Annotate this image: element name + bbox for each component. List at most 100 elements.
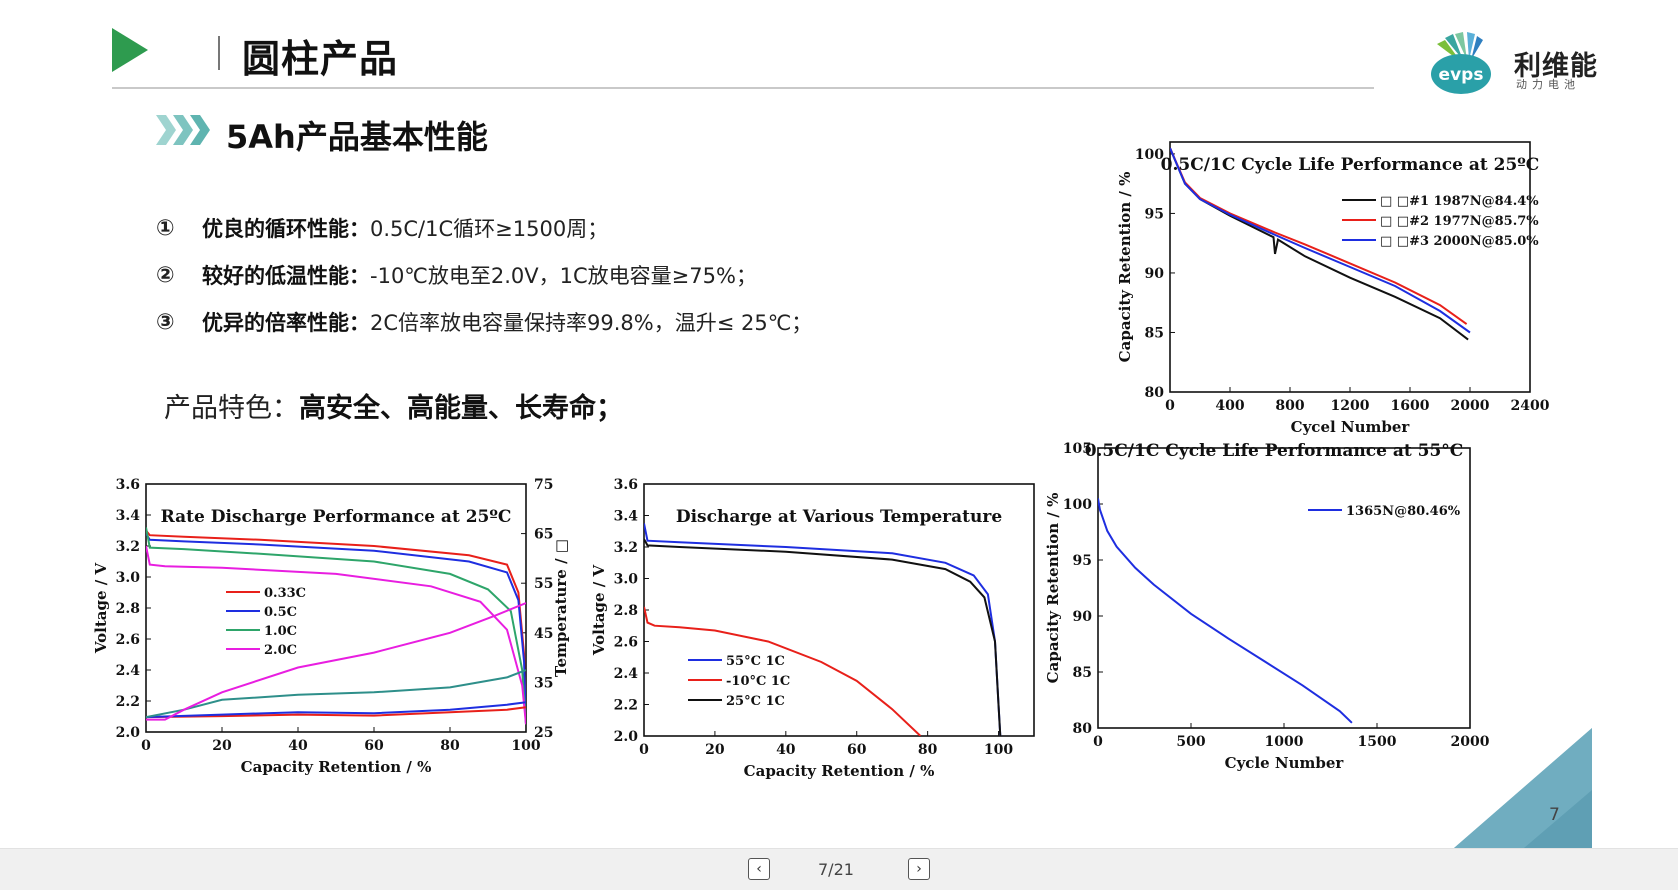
series-line: [1098, 498, 1353, 724]
series-line: [1170, 147, 1471, 334]
chart-title: 0.5C/1C Cycle Life Performance at 55°C: [1085, 441, 1464, 461]
y-tick-label: 2.6: [116, 632, 140, 648]
temperature-discharge-chart: Discharge at Various Temperature 0 20 40 60 8…: [590, 472, 1110, 832]
feature-label: 优异的倍率性能：: [202, 311, 370, 335]
x-tick-label: 0: [1165, 398, 1175, 414]
feature-number: ①: [156, 215, 175, 241]
chart-group: 0.5C/1C Cycle Life Performance at 25ºC 0 4…: [1116, 141, 1550, 436]
x-tick-label: 800: [1275, 398, 1304, 414]
chart-title: 0.5C/1C Cycle Life Performance at 25ºC: [1161, 155, 1540, 175]
x-tick-label: 2400: [1511, 398, 1550, 414]
prev-page-button[interactable]: ‹: [748, 858, 770, 880]
y-tick-label: 90: [1145, 266, 1165, 282]
feature-text: 0.5C/1C循环≥1500周；: [370, 217, 609, 241]
y2-tick-label: 45: [534, 626, 553, 642]
evps-logo-icon: evps: [1431, 32, 1491, 94]
temperature-discharge-svg: Discharge at Various Temperature 0 20 40 60 8…: [590, 477, 1035, 780]
x-tick-label: 60: [847, 742, 867, 758]
y-tick-label: 95: [1073, 553, 1092, 569]
slide: 圆柱产品 evps 利维能 动力电池 5Ah产品基本性能 ① 优良的循环性能： …: [90, 28, 1598, 848]
y-tick-label: 2.0: [614, 729, 639, 745]
x-tick-label: 60: [364, 738, 384, 754]
legend-label: 55°C 1C: [726, 654, 785, 669]
series-line: [644, 606, 922, 736]
temperature-line: [146, 701, 526, 719]
chart-group: Discharge at Various Temperature 0 20 40 60 8…: [590, 477, 1035, 780]
cycle-life-55c-svg: 0.5C/1C Cycle Life Performance at 55°C 0 5…: [1044, 441, 1490, 772]
tagline-prefix: 产品特色：: [164, 393, 299, 424]
feature-label: 优良的循环性能：: [202, 217, 370, 241]
feature-item: ③ 优异的倍率性能： 2C倍率放电容量保持率99.8%，温升≤ 25℃；: [156, 307, 812, 337]
x-tick-label: 400: [1215, 398, 1244, 414]
y2-tick-label: 25: [534, 725, 553, 741]
legend-label: □ □#1 1987N@84.4%: [1380, 194, 1539, 209]
x-axis-label: Cycel Number: [1291, 418, 1411, 436]
x-tick-label: 0: [141, 738, 151, 754]
x-tick-label: 1000: [1265, 734, 1304, 750]
series-group: [146, 527, 526, 725]
y-axis-label: Voltage / V: [92, 563, 110, 655]
product-tagline: 产品特色：高安全、高能量、长寿命；: [164, 386, 623, 425]
x-axis-label: Capacity Retention / %: [744, 762, 935, 780]
y-tick-label: 2.2: [116, 694, 140, 710]
y-tick-label: 95: [1145, 206, 1164, 222]
section-title: 5Ah产品基本性能: [226, 118, 488, 156]
y-axis-label: Capacity Retention / %: [1044, 493, 1062, 684]
cycle-life-25c-chart: 0.5C/1C Cycle Life Performance at 25ºC 0 4…: [1110, 122, 1580, 472]
feature-label: 较好的低温性能：: [202, 264, 370, 288]
rate-discharge-svg: Rate Discharge Performance at 25ºC 0 20 40 6…: [92, 477, 570, 776]
series-line: [146, 545, 526, 725]
y-tick-label: 80: [1145, 385, 1165, 401]
y-tick-label: 3.2: [116, 539, 140, 555]
y-tick-label: 2.6: [614, 635, 638, 651]
page-title: 圆柱产品: [242, 37, 399, 81]
y-tick-label: 2.8: [614, 603, 638, 619]
logo-company-name: 利维能: [1514, 51, 1598, 82]
x-tick-label: 1600: [1391, 398, 1430, 414]
x-axis-label: Cycle Number: [1225, 754, 1345, 772]
y-axis-label: Capacity Retention / %: [1116, 172, 1134, 363]
series-line: [146, 527, 526, 725]
legend-label: 1365N@80.46%: [1346, 504, 1461, 519]
y-tick-label: 2.4: [614, 666, 639, 682]
x-tick-label: 2000: [1451, 398, 1490, 414]
series-group: [1170, 147, 1471, 341]
y-tick-label: 3.0: [116, 570, 141, 586]
series-line: [644, 538, 1002, 736]
cycle-life-25c-svg: 0.5C/1C Cycle Life Performance at 25ºC 0 4…: [1116, 141, 1550, 436]
y-tick-label: 2.8: [116, 601, 140, 617]
y-tick-label: 3.4: [614, 509, 639, 525]
x-tick-label: 20: [705, 742, 725, 758]
series-group: [1098, 498, 1353, 724]
temperature-line: [146, 706, 526, 719]
x-tick-label: 2000: [1451, 734, 1490, 750]
y2-tick-label: 55: [534, 576, 553, 592]
y-tick-label: 3.0: [614, 572, 639, 588]
header-divider: [112, 87, 1374, 89]
y-tick-label: 100: [1063, 497, 1092, 513]
y2-tick-label: 65: [534, 527, 553, 543]
rate-discharge-chart: Rate Discharge Performance at 25ºC 0 20 40 6…: [90, 472, 600, 832]
x-tick-label: 0: [639, 742, 649, 758]
temperature-line: [146, 602, 526, 721]
y-tick-label: 3.4: [116, 508, 141, 524]
feature-number: ②: [156, 262, 175, 288]
next-page-button[interactable]: ›: [908, 858, 930, 880]
temperature-line: [146, 669, 526, 719]
feature-item: ① 优良的循环性能： 0.5C/1C循环≥1500周；: [156, 213, 608, 243]
feature-number: ③: [156, 309, 175, 335]
chevron-arrows-icon: [156, 115, 210, 145]
x-axis-label: Capacity Retention / %: [241, 758, 432, 776]
y-tick-label: 3.6: [116, 477, 140, 493]
legend-label: 0.5C: [264, 605, 297, 620]
feature-text: 2C倍率放电容量保持率99.8%，温升≤ 25℃；: [370, 311, 813, 335]
x-tick-label: 80: [918, 742, 938, 758]
x-tick-label: 40: [288, 738, 308, 754]
y-tick-label: 2.2: [614, 698, 638, 714]
feature-text: -10℃放电至2.0V，1C放电容量≥75%；: [370, 264, 757, 288]
y-tick-label: 2.4: [116, 663, 141, 679]
y-tick-label: 105: [1063, 441, 1092, 457]
series-line: [146, 533, 526, 725]
x-tick-label: 40: [776, 742, 796, 758]
legend-label: -10°C 1C: [726, 674, 790, 689]
